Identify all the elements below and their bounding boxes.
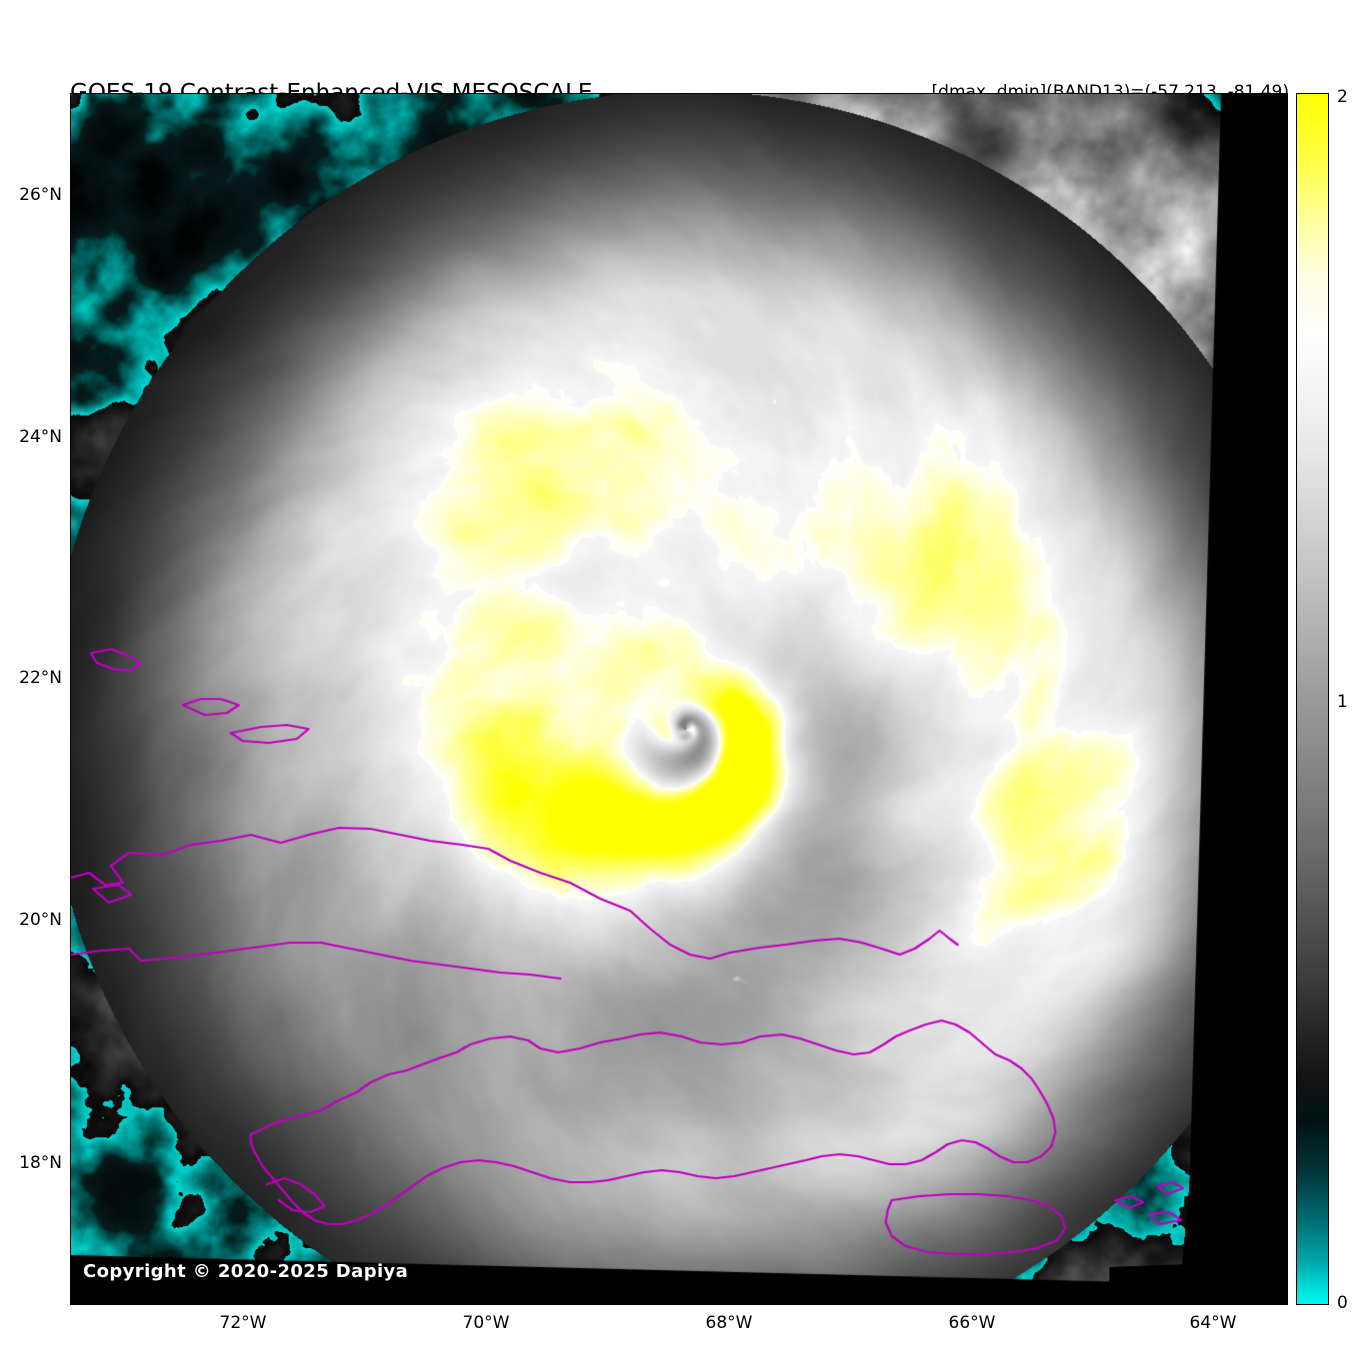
y-tick-label: 24°N <box>19 427 62 447</box>
x-tick-label: 64°W <box>1189 1313 1237 1333</box>
copyright-label: Copyright © 2020-2025 Dapiya <box>83 1261 409 1282</box>
colorbar-tick-label: 2 <box>1337 87 1348 107</box>
colorbar <box>1296 93 1329 1305</box>
colorbar-tick-label: 0 <box>1337 1293 1348 1313</box>
y-tick-label: 18°N <box>19 1153 62 1173</box>
y-tick-label: 22°N <box>19 668 62 688</box>
y-tick-label: 20°N <box>19 910 62 930</box>
x-tick-label: 68°W <box>705 1313 753 1333</box>
y-tick-label: 26°N <box>19 185 62 205</box>
x-tick-label: 72°W <box>219 1313 267 1333</box>
satellite-imagery-canvas[interactable] <box>71 94 1287 1304</box>
colorbar-tick-label: 1 <box>1337 692 1348 712</box>
satellite-image-panel[interactable]: Copyright © 2020-2025 Dapiya <box>70 93 1288 1305</box>
x-tick-label: 70°W <box>462 1313 510 1333</box>
x-tick-label: 66°W <box>948 1313 996 1333</box>
